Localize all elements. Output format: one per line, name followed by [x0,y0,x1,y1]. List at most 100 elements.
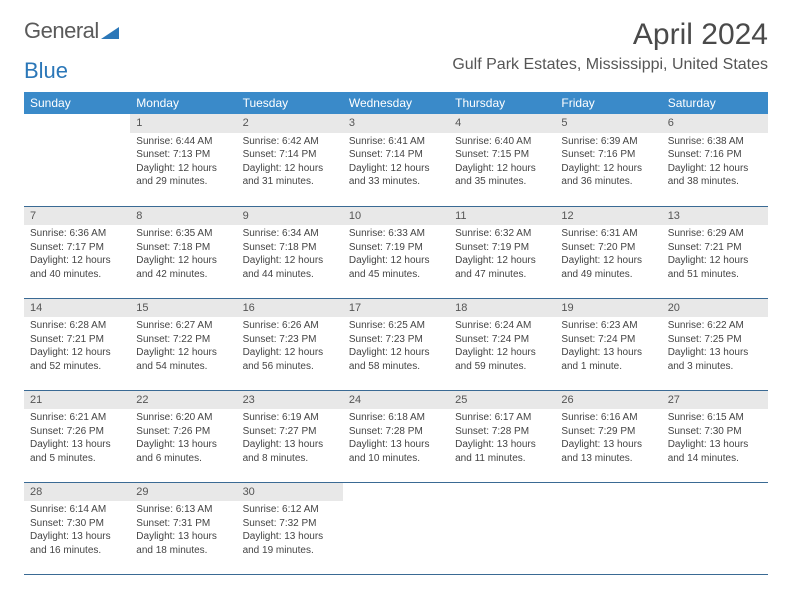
calendar-cell: 18Sunrise: 6:24 AMSunset: 7:24 PMDayligh… [449,298,555,390]
day-number: 16 [237,299,343,318]
calendar-cell: 3Sunrise: 6:41 AMSunset: 7:14 PMDaylight… [343,114,449,206]
calendar-cell: . [24,114,130,206]
calendar-row: .1Sunrise: 6:44 AMSunset: 7:13 PMDayligh… [24,114,768,206]
weekday-friday: Friday [555,92,661,114]
logo-triangle-icon [101,23,119,39]
day-data: Sunrise: 6:41 AMSunset: 7:14 PMDaylight:… [343,133,449,193]
calendar-cell: 10Sunrise: 6:33 AMSunset: 7:19 PMDayligh… [343,206,449,298]
calendar-cell: 20Sunrise: 6:22 AMSunset: 7:25 PMDayligh… [662,298,768,390]
day-number: 15 [130,299,236,318]
day-data: Sunrise: 6:34 AMSunset: 7:18 PMDaylight:… [237,225,343,285]
day-number: 22 [130,391,236,410]
day-number: 18 [449,299,555,318]
calendar-table: Sunday Monday Tuesday Wednesday Thursday… [24,92,768,575]
day-number: 27 [662,391,768,410]
day-number: 2 [237,114,343,133]
day-number: 6 [662,114,768,133]
weekday-monday: Monday [130,92,236,114]
day-number: 19 [555,299,661,318]
logo: General [24,18,119,44]
day-data: Sunrise: 6:20 AMSunset: 7:26 PMDaylight:… [130,409,236,469]
day-data: Sunrise: 6:42 AMSunset: 7:14 PMDaylight:… [237,133,343,193]
calendar-cell: 12Sunrise: 6:31 AMSunset: 7:20 PMDayligh… [555,206,661,298]
day-data: Sunrise: 6:35 AMSunset: 7:18 PMDaylight:… [130,225,236,285]
weekday-header-row: Sunday Monday Tuesday Wednesday Thursday… [24,92,768,114]
day-data: Sunrise: 6:38 AMSunset: 7:16 PMDaylight:… [662,133,768,193]
calendar-row: 28Sunrise: 6:14 AMSunset: 7:30 PMDayligh… [24,482,768,574]
calendar-cell: 22Sunrise: 6:20 AMSunset: 7:26 PMDayligh… [130,390,236,482]
day-number: 23 [237,391,343,410]
day-number: 8 [130,207,236,226]
day-data: Sunrise: 6:19 AMSunset: 7:27 PMDaylight:… [237,409,343,469]
day-number: 14 [24,299,130,318]
calendar-cell: 28Sunrise: 6:14 AMSunset: 7:30 PMDayligh… [24,482,130,574]
day-data: Sunrise: 6:32 AMSunset: 7:19 PMDaylight:… [449,225,555,285]
calendar-cell: 17Sunrise: 6:25 AMSunset: 7:23 PMDayligh… [343,298,449,390]
day-number: 26 [555,391,661,410]
day-number: 20 [662,299,768,318]
day-data: Sunrise: 6:44 AMSunset: 7:13 PMDaylight:… [130,133,236,193]
day-number: 4 [449,114,555,133]
day-data: Sunrise: 6:16 AMSunset: 7:29 PMDaylight:… [555,409,661,469]
calendar-cell: 19Sunrise: 6:23 AMSunset: 7:24 PMDayligh… [555,298,661,390]
day-data: Sunrise: 6:12 AMSunset: 7:32 PMDaylight:… [237,501,343,561]
day-data: Sunrise: 6:24 AMSunset: 7:24 PMDaylight:… [449,317,555,377]
calendar-cell: 1Sunrise: 6:44 AMSunset: 7:13 PMDaylight… [130,114,236,206]
day-data: Sunrise: 6:22 AMSunset: 7:25 PMDaylight:… [662,317,768,377]
calendar-cell: 27Sunrise: 6:15 AMSunset: 7:30 PMDayligh… [662,390,768,482]
day-number: 21 [24,391,130,410]
calendar-cell: 25Sunrise: 6:17 AMSunset: 7:28 PMDayligh… [449,390,555,482]
calendar-cell: 11Sunrise: 6:32 AMSunset: 7:19 PMDayligh… [449,206,555,298]
day-data: Sunrise: 6:26 AMSunset: 7:23 PMDaylight:… [237,317,343,377]
calendar-cell: 7Sunrise: 6:36 AMSunset: 7:17 PMDaylight… [24,206,130,298]
day-data: Sunrise: 6:36 AMSunset: 7:17 PMDaylight:… [24,225,130,285]
day-number: 17 [343,299,449,318]
day-number: 7 [24,207,130,226]
day-data: Sunrise: 6:17 AMSunset: 7:28 PMDaylight:… [449,409,555,469]
logo-text-2: Blue [24,58,768,84]
calendar-cell: 21Sunrise: 6:21 AMSunset: 7:26 PMDayligh… [24,390,130,482]
calendar-cell: 9Sunrise: 6:34 AMSunset: 7:18 PMDaylight… [237,206,343,298]
weekday-thursday: Thursday [449,92,555,114]
day-data: Sunrise: 6:28 AMSunset: 7:21 PMDaylight:… [24,317,130,377]
day-number: 24 [343,391,449,410]
day-data: Sunrise: 6:18 AMSunset: 7:28 PMDaylight:… [343,409,449,469]
day-number: 30 [237,483,343,502]
calendar-cell: 26Sunrise: 6:16 AMSunset: 7:29 PMDayligh… [555,390,661,482]
calendar-cell: 16Sunrise: 6:26 AMSunset: 7:23 PMDayligh… [237,298,343,390]
day-data: Sunrise: 6:23 AMSunset: 7:24 PMDaylight:… [555,317,661,377]
calendar-cell: 2Sunrise: 6:42 AMSunset: 7:14 PMDaylight… [237,114,343,206]
calendar-cell: 6Sunrise: 6:38 AMSunset: 7:16 PMDaylight… [662,114,768,206]
calendar-cell: 5Sunrise: 6:39 AMSunset: 7:16 PMDaylight… [555,114,661,206]
day-data: Sunrise: 6:40 AMSunset: 7:15 PMDaylight:… [449,133,555,193]
day-number: 11 [449,207,555,226]
calendar-cell [555,482,661,574]
logo-text-1: General [24,18,99,44]
day-number: 5 [555,114,661,133]
calendar-row: 21Sunrise: 6:21 AMSunset: 7:26 PMDayligh… [24,390,768,482]
calendar-cell: 29Sunrise: 6:13 AMSunset: 7:31 PMDayligh… [130,482,236,574]
calendar-cell: 15Sunrise: 6:27 AMSunset: 7:22 PMDayligh… [130,298,236,390]
day-data: Sunrise: 6:33 AMSunset: 7:19 PMDaylight:… [343,225,449,285]
weekday-wednesday: Wednesday [343,92,449,114]
calendar-cell [662,482,768,574]
day-data: Sunrise: 6:39 AMSunset: 7:16 PMDaylight:… [555,133,661,193]
day-number: 28 [24,483,130,502]
day-number: 9 [237,207,343,226]
day-number: 25 [449,391,555,410]
day-number: 10 [343,207,449,226]
calendar-cell [449,482,555,574]
weekday-tuesday: Tuesday [237,92,343,114]
calendar-cell [343,482,449,574]
day-data: Sunrise: 6:14 AMSunset: 7:30 PMDaylight:… [24,501,130,561]
day-data: Sunrise: 6:25 AMSunset: 7:23 PMDaylight:… [343,317,449,377]
calendar-cell: 24Sunrise: 6:18 AMSunset: 7:28 PMDayligh… [343,390,449,482]
calendar-body: .1Sunrise: 6:44 AMSunset: 7:13 PMDayligh… [24,114,768,574]
calendar-cell: 30Sunrise: 6:12 AMSunset: 7:32 PMDayligh… [237,482,343,574]
calendar-cell: 13Sunrise: 6:29 AMSunset: 7:21 PMDayligh… [662,206,768,298]
weekday-saturday: Saturday [662,92,768,114]
calendar-cell: 14Sunrise: 6:28 AMSunset: 7:21 PMDayligh… [24,298,130,390]
day-number: 1 [130,114,236,133]
day-data: Sunrise: 6:15 AMSunset: 7:30 PMDaylight:… [662,409,768,469]
calendar-row: 14Sunrise: 6:28 AMSunset: 7:21 PMDayligh… [24,298,768,390]
